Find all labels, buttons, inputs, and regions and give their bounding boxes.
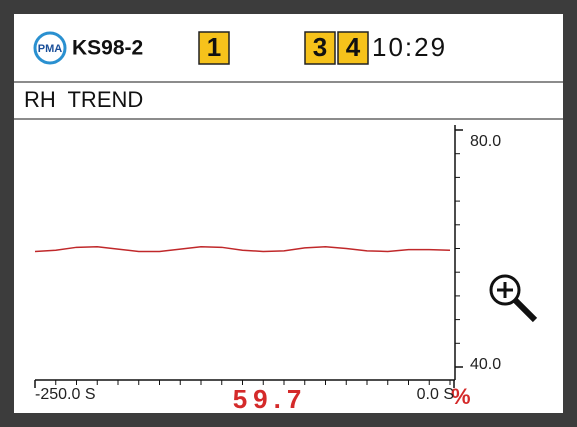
trend-line [34, 245, 451, 253]
zoom-handle [512, 297, 538, 323]
y-tick-label: 80.0 [470, 133, 501, 150]
minor-ticks [34, 129, 460, 385]
display [14, 14, 563, 413]
x-tick-label: 0.0 S [417, 386, 454, 403]
indicator-box [337, 31, 369, 65]
screen-title: RH TREND [24, 87, 143, 112]
indicator: 4 [346, 32, 361, 62]
device-name: KS98-2 [72, 37, 143, 60]
indicator-box [198, 31, 230, 65]
x-tick-label: -250.0 S [35, 386, 95, 403]
indicator-box [304, 31, 336, 65]
logo: PMA [38, 43, 63, 55]
indicator: 1 [207, 32, 221, 62]
logo-ring [33, 31, 67, 65]
zoom-button[interactable] [489, 274, 538, 323]
current-value: 59.7 [233, 384, 308, 414]
unit: % [451, 384, 471, 409]
zoom-lens [489, 274, 521, 306]
y-tick-label: 40.0 [470, 356, 501, 373]
clock: 10:29 [372, 32, 447, 62]
indicator: 3 [313, 32, 327, 62]
